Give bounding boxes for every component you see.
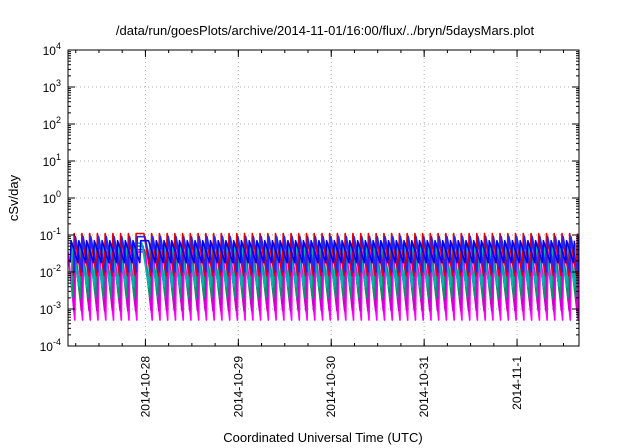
y-tick-label: 10-2 [40, 263, 61, 280]
chart-title: /data/run/goesPlots/archive/2014-11-01/1… [116, 23, 535, 38]
y-tick-label: 100 [43, 189, 61, 206]
y-tick-label: 102 [43, 115, 61, 132]
x-tick-label: 2014-10-28 [138, 356, 152, 418]
y-tick-label: 104 [43, 41, 61, 58]
y-axis-label: cSv/day [6, 174, 21, 221]
y-tick-label: 101 [43, 152, 61, 169]
series-group [68, 232, 579, 321]
y-tick-label: 10-3 [40, 300, 61, 317]
x-tick-label: 2014-10-31 [417, 356, 431, 418]
y-tick-label: 10-1 [40, 226, 61, 243]
x-tick-label: 2014-10-29 [231, 356, 245, 418]
series-line [69, 239, 576, 264]
ticks: 10-4 10-3 10-2 10-1 100 101 102 103 104 2014-10-2… [40, 41, 579, 417]
y-tick-label: 103 [43, 78, 61, 95]
x-tick-label: 2014-10-30 [324, 356, 338, 418]
x-tick-label: 2014-11-1 [510, 356, 524, 410]
x-axis-label: Coordinated Universal Time (UTC) [223, 430, 422, 445]
series-line [73, 235, 579, 273]
y-tick-label: 10-4 [40, 337, 61, 354]
grid [68, 50, 579, 346]
